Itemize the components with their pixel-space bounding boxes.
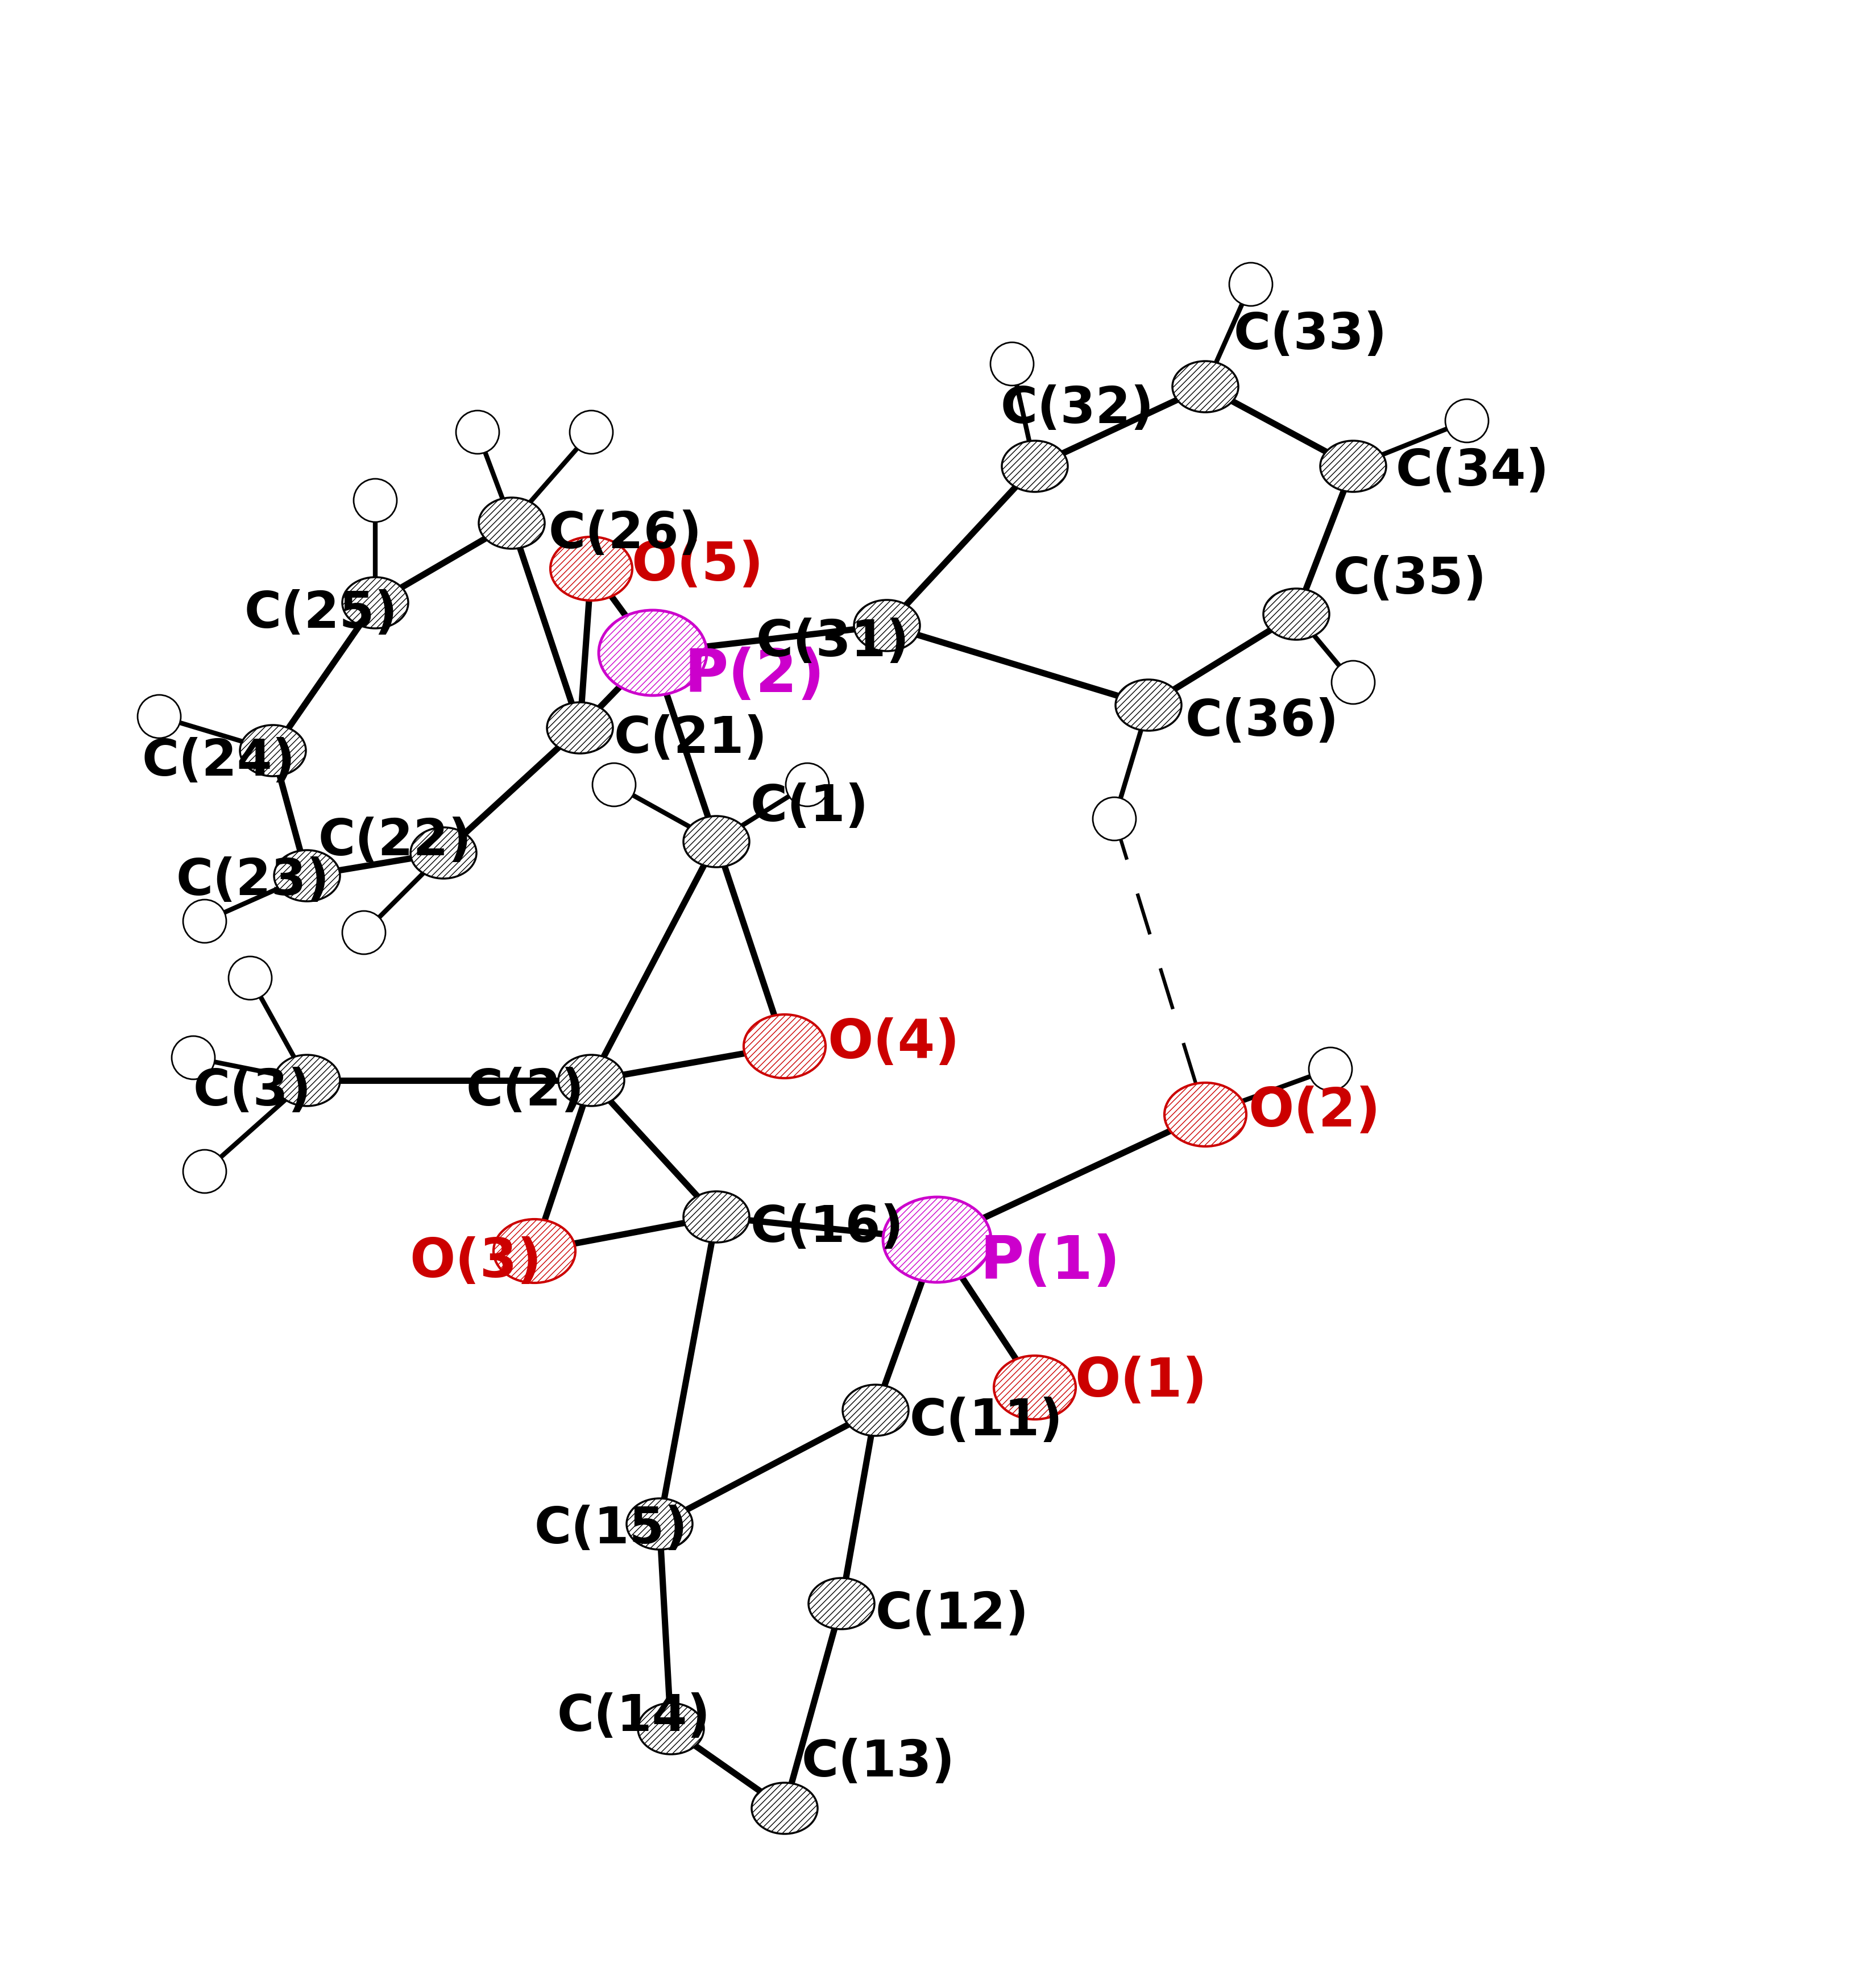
- Ellipse shape: [410, 827, 476, 879]
- Ellipse shape: [172, 1036, 216, 1079]
- Ellipse shape: [354, 479, 397, 523]
- Text: C(12): C(12): [875, 1590, 1029, 1640]
- Text: O(4): O(4): [826, 1018, 959, 1070]
- Ellipse shape: [744, 1014, 826, 1077]
- Text: C(11): C(11): [909, 1398, 1063, 1447]
- Text: C(32): C(32): [1001, 386, 1154, 433]
- Text: C(21): C(21): [615, 714, 768, 763]
- Ellipse shape: [1164, 1083, 1246, 1147]
- Text: C(15): C(15): [534, 1505, 688, 1555]
- Text: P(1): P(1): [980, 1233, 1121, 1292]
- Ellipse shape: [751, 1783, 817, 1833]
- Ellipse shape: [855, 600, 920, 652]
- Ellipse shape: [478, 497, 545, 549]
- Ellipse shape: [598, 610, 706, 696]
- Ellipse shape: [570, 412, 613, 453]
- Ellipse shape: [229, 956, 272, 1000]
- Text: C(26): C(26): [549, 509, 703, 559]
- Ellipse shape: [1332, 660, 1376, 704]
- Ellipse shape: [184, 1149, 227, 1193]
- Ellipse shape: [240, 726, 305, 775]
- Text: O(3): O(3): [409, 1237, 542, 1288]
- Text: P(2): P(2): [684, 646, 825, 704]
- Text: O(1): O(1): [1074, 1356, 1207, 1408]
- Text: C(24): C(24): [142, 738, 296, 787]
- Ellipse shape: [1093, 797, 1136, 841]
- Ellipse shape: [1263, 588, 1329, 640]
- Text: C(22): C(22): [319, 817, 472, 867]
- Ellipse shape: [785, 763, 828, 807]
- Ellipse shape: [1319, 441, 1387, 491]
- Ellipse shape: [1229, 262, 1272, 306]
- Ellipse shape: [808, 1578, 875, 1630]
- Ellipse shape: [993, 1356, 1076, 1419]
- Text: C(3): C(3): [193, 1068, 311, 1117]
- Ellipse shape: [184, 901, 227, 942]
- Ellipse shape: [455, 412, 498, 453]
- Ellipse shape: [592, 763, 635, 807]
- Text: O(5): O(5): [632, 539, 763, 592]
- Text: C(25): C(25): [244, 588, 397, 638]
- Ellipse shape: [637, 1704, 705, 1753]
- Ellipse shape: [843, 1386, 909, 1435]
- Ellipse shape: [547, 702, 613, 753]
- Ellipse shape: [1173, 362, 1239, 412]
- Text: C(31): C(31): [757, 618, 909, 668]
- Text: C(14): C(14): [557, 1692, 710, 1741]
- Ellipse shape: [343, 577, 409, 628]
- Text: C(1): C(1): [750, 783, 870, 833]
- Ellipse shape: [684, 815, 750, 867]
- Ellipse shape: [137, 696, 180, 738]
- Text: C(23): C(23): [176, 857, 330, 907]
- Text: C(13): C(13): [802, 1738, 956, 1787]
- Ellipse shape: [684, 1191, 750, 1242]
- Ellipse shape: [343, 911, 386, 954]
- Ellipse shape: [551, 537, 632, 600]
- Ellipse shape: [493, 1219, 575, 1282]
- Ellipse shape: [274, 851, 339, 901]
- Ellipse shape: [1445, 400, 1488, 443]
- Ellipse shape: [274, 1056, 339, 1105]
- Text: C(36): C(36): [1186, 698, 1340, 747]
- Text: C(16): C(16): [750, 1203, 903, 1252]
- Text: C(33): C(33): [1233, 310, 1387, 360]
- Ellipse shape: [1003, 441, 1068, 491]
- Ellipse shape: [1308, 1048, 1351, 1091]
- Text: C(35): C(35): [1332, 555, 1486, 604]
- Ellipse shape: [626, 1499, 693, 1549]
- Ellipse shape: [1115, 680, 1181, 732]
- Ellipse shape: [883, 1197, 991, 1282]
- Ellipse shape: [558, 1056, 624, 1105]
- Text: C(34): C(34): [1396, 447, 1550, 497]
- Text: O(2): O(2): [1248, 1085, 1381, 1137]
- Text: C(2): C(2): [467, 1068, 585, 1117]
- Ellipse shape: [991, 342, 1034, 386]
